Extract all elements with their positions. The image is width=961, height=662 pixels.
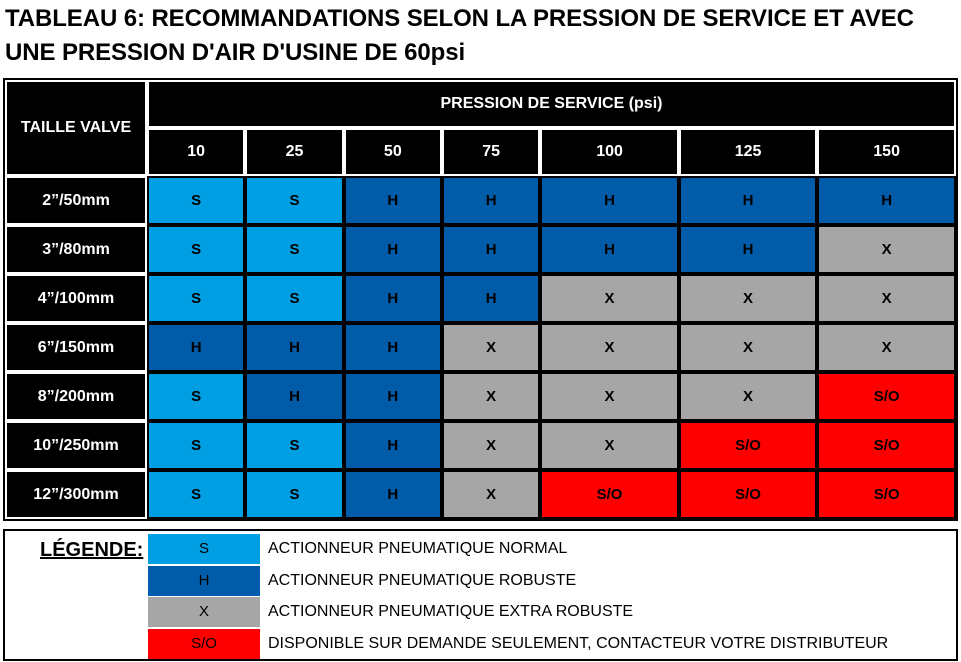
table-cell: S <box>147 176 246 225</box>
legend-swatch: S <box>148 534 260 564</box>
table-cell: S <box>245 176 344 225</box>
table-cell: H <box>147 323 246 372</box>
column-header: 25 <box>245 128 344 176</box>
legend-swatch: S/O <box>148 628 260 659</box>
table-cell: H <box>245 372 344 421</box>
legend-item: X ACTIONNEUR PNEUMATIQUE EXTRA ROBUSTE <box>148 597 948 627</box>
table-row: 6”/150mm H H H X X X X <box>5 323 956 372</box>
table-row: 4”/100mm S S H H X X X <box>5 274 956 323</box>
table-cell: H <box>678 225 818 274</box>
legend-text: DISPONIBLE SUR DEMANDE SEULEMENT, CONTAC… <box>268 634 889 652</box>
column-header: 125 <box>678 128 818 176</box>
legend-item: S ACTIONNEUR PNEUMATIQUE NORMAL <box>148 534 948 564</box>
table-cell: S/O <box>678 470 818 519</box>
legend-title: LÉGENDE: <box>40 539 144 561</box>
column-header: 50 <box>343 128 442 176</box>
table-cell: S/O <box>540 470 679 519</box>
table-cell: X <box>441 323 541 372</box>
table-cell: S <box>147 225 246 274</box>
table-row: 3”/80mm S S H H H H X <box>5 225 956 274</box>
table-cell: S <box>245 421 344 470</box>
row-header: TAILLE VALVE <box>5 80 147 176</box>
table-cell: H <box>245 323 344 372</box>
table-row: 2”/50mm S S H H H H H <box>5 176 956 225</box>
table-cell: S <box>147 274 246 323</box>
table-cell: H <box>678 176 818 225</box>
table-cell: X <box>441 421 541 470</box>
table-cell: S <box>245 225 344 274</box>
table-cell: S <box>147 421 246 470</box>
table-cell: S/O <box>817 372 956 421</box>
legend-text: ACTIONNEUR PNEUMATIQUE EXTRA ROBUSTE <box>268 603 634 620</box>
table-cell: X <box>540 372 679 421</box>
table-cell: H <box>343 470 442 519</box>
page-title: TABLEAU 6: RECOMMANDATIONS SELON LA PRES… <box>5 5 914 66</box>
table-cell: H <box>441 225 541 274</box>
table-cell: X <box>817 323 956 372</box>
table-cell: H <box>540 176 679 225</box>
column-header: 10 <box>147 128 246 176</box>
row-label: 6”/150mm <box>5 323 147 372</box>
table-cell: H <box>540 225 679 274</box>
legend-text: ACTIONNEUR PNEUMATIQUE ROBUSTE <box>268 571 577 589</box>
column-header: 100 <box>540 128 679 176</box>
row-label: 4”/100mm <box>5 274 147 323</box>
row-label: 12”/300mm <box>5 470 147 519</box>
table-cell: X <box>540 274 679 323</box>
legend-swatch: H <box>148 565 260 596</box>
table-cell: X <box>441 372 541 421</box>
legend-item: S/O DISPONIBLE SUR DEMANDE SEULEMENT, CON… <box>148 628 948 659</box>
row-label: 10”/250mm <box>5 421 147 470</box>
table-cell: H <box>441 274 541 323</box>
column-header: 75 <box>441 128 541 176</box>
table-cell: X <box>540 323 679 372</box>
table-cell: S <box>245 274 344 323</box>
recommendation-table: TAILLE VALVE PRESSION DE SERVICE (psi) 1… <box>3 78 958 521</box>
table-row: 12”/300mm S S H X S/O S/O S/O <box>5 470 956 519</box>
table-row: 10”/250mm S S H X X S/O S/O <box>5 421 956 470</box>
table-cell: S <box>147 470 246 519</box>
legend-item: H ACTIONNEUR PNEUMATIQUE ROBUSTE <box>148 565 948 596</box>
table-cell: S/O <box>817 421 956 470</box>
table-cell: H <box>343 372 442 421</box>
row-label: 8”/200mm <box>5 372 147 421</box>
table-cell: X <box>817 274 956 323</box>
table-cell: H <box>817 176 956 225</box>
column-header: 150 <box>817 128 956 176</box>
legend-swatch: X <box>148 597 260 627</box>
group-header: PRESSION DE SERVICE (psi) <box>147 80 956 128</box>
table-cell: S <box>147 372 246 421</box>
table-cell: H <box>343 225 442 274</box>
row-label: 2”/50mm <box>5 176 147 225</box>
table-cell: X <box>540 421 679 470</box>
legend-text: ACTIONNEUR PNEUMATIQUE NORMAL <box>268 540 568 557</box>
table-cell: X <box>441 470 541 519</box>
table-cell: X <box>678 274 818 323</box>
table-cell: S/O <box>817 470 956 519</box>
table-cell: H <box>441 176 541 225</box>
legend: LÉGENDE: S ACTIONNEUR PNEUMATIQUE NORMAL H… <box>3 529 958 661</box>
table-cell: H <box>343 323 442 372</box>
table-cell: X <box>678 372 818 421</box>
table-cell: X <box>678 323 818 372</box>
table-cell: H <box>343 274 442 323</box>
table-cell: S <box>245 470 344 519</box>
table-row: 8”/200mm S H H X X X S/O <box>5 372 956 421</box>
table-cell: H <box>343 421 442 470</box>
row-label: 3”/80mm <box>5 225 147 274</box>
table-cell: H <box>343 176 442 225</box>
table-cell: X <box>817 225 956 274</box>
table-cell: S/O <box>678 421 818 470</box>
